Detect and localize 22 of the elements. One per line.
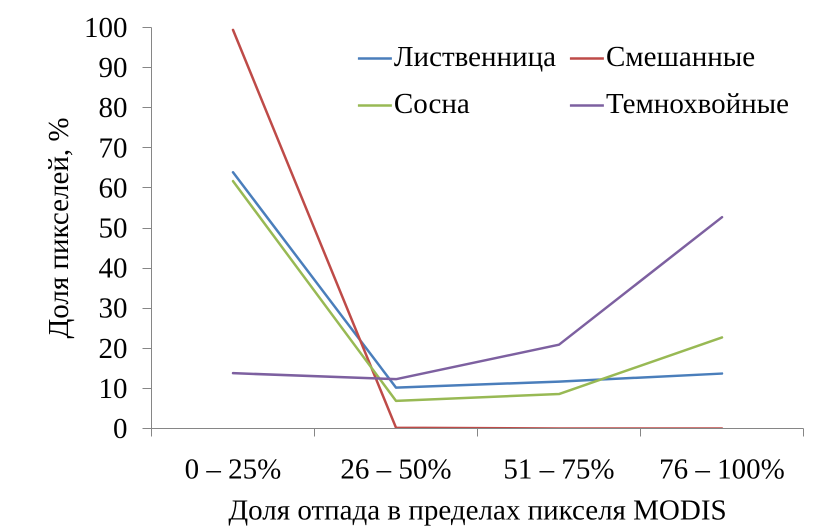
- line-series: [232, 216, 724, 380]
- y-axis-title: Доля пикселей, %: [43, 118, 75, 338]
- legend-label: Смешанные: [606, 41, 756, 74]
- y-tick-label: 70: [98, 132, 128, 164]
- y-tick-label: 60: [98, 172, 128, 204]
- x-tick-label: 26 – 50%: [340, 454, 452, 486]
- y-tick-label: 20: [98, 332, 128, 365]
- legend-label: Темнохвойные: [606, 88, 789, 121]
- y-tick-label: 0: [113, 413, 128, 445]
- y-tick-label: 30: [98, 292, 128, 325]
- y-tick-label: 50: [98, 212, 128, 244]
- legend-label: Лиственница: [394, 41, 556, 74]
- y-tick-label: 10: [98, 372, 128, 405]
- y-tick-label: 100: [84, 12, 128, 44]
- y-tick-label: 90: [98, 52, 128, 84]
- x-tick-label: 51 – 75%: [503, 454, 615, 486]
- y-tick-label: 80: [98, 92, 128, 124]
- legend-label: Сосна: [394, 88, 470, 121]
- x-axis-title: Доля отпада в пределах пикселя MODIS: [228, 494, 727, 526]
- y-tick-label: 40: [98, 252, 128, 285]
- x-tick-label: 0 – 25%: [184, 454, 282, 486]
- x-tick-label: 76 – 100%: [659, 454, 785, 486]
